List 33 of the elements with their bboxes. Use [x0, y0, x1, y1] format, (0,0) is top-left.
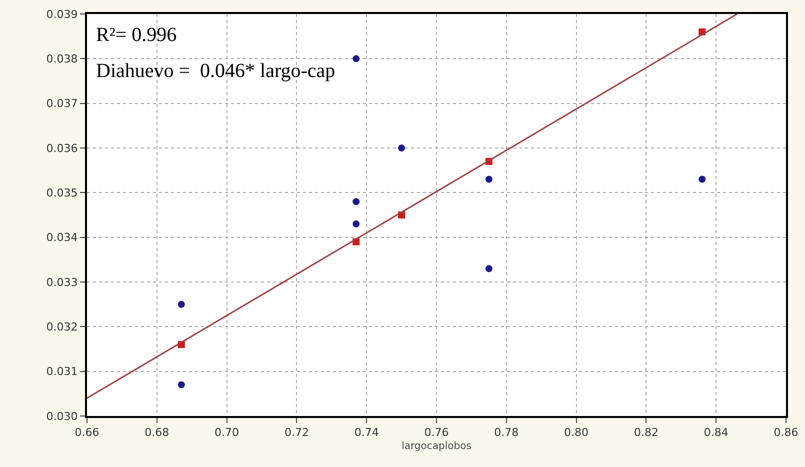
y-tick-label: 0.032 [46, 320, 78, 334]
x-tick-label: 0.72 [284, 426, 309, 440]
point [178, 300, 185, 308]
x-tick-label: 0.66 [74, 426, 100, 440]
x-tick-label: 0.82 [634, 426, 658, 440]
y-tick-label: 0.031 [46, 365, 78, 378]
point [352, 220, 360, 228]
y-tick-label: 0.030 [46, 410, 78, 423]
point [698, 176, 706, 183]
x-tick-label: 0.68 [144, 426, 170, 440]
annotation: R²= 0.996 [96, 24, 177, 46]
point [398, 144, 406, 152]
x-axis-title: largocaplobos [402, 441, 472, 452]
y-tick-label: 0.039 [46, 8, 78, 21]
x-tick-label: 0.86 [774, 426, 798, 440]
point [485, 176, 492, 183]
point [352, 55, 360, 62]
y-tick-label: 0.037 [46, 97, 78, 110]
y-tick-label: 0.038 [46, 52, 78, 66]
annotation: Diahuevo = 0.046* largo-cap [96, 60, 336, 82]
x-tick-label: 0.80 [564, 426, 589, 440]
y-tick-label: 0.033 [46, 276, 78, 289]
y-tick-label: 0.036 [46, 142, 78, 155]
x-tick-label: 0.74 [354, 426, 379, 440]
y-tick-label: 0.034 [46, 231, 78, 244]
point [352, 198, 360, 206]
y-tick-label: 0.035 [46, 186, 78, 200]
x-tick-label: 0.70 [214, 426, 240, 440]
x-tick-label: 0.76 [424, 426, 449, 440]
point [178, 381, 185, 388]
x-tick-label: 0.78 [494, 426, 519, 440]
x-tick-label: 0.84 [704, 426, 728, 440]
point [485, 265, 492, 272]
